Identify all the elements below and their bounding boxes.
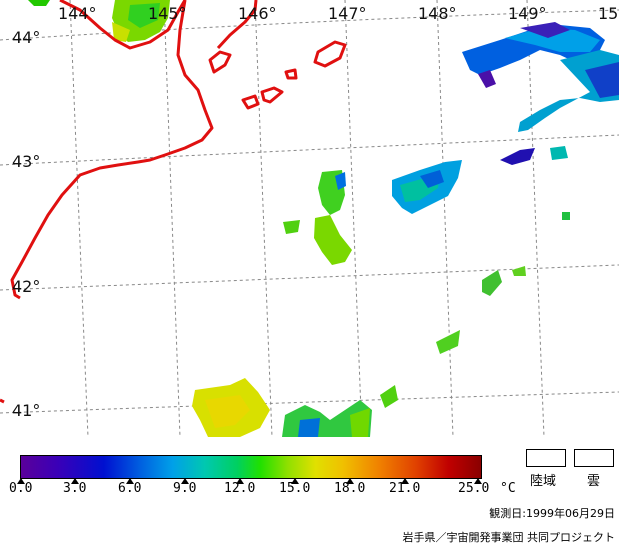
colorbar-label-12: 12.0 <box>224 481 256 496</box>
colorbar-tick <box>17 478 25 484</box>
observation-date: 観測日:1999年06月29日 <box>489 507 615 520</box>
land-legend-swatch <box>526 449 566 467</box>
cloud-legend-label: 雲 <box>587 474 601 489</box>
colorbar-tick <box>401 478 409 484</box>
latitude-grid <box>0 9 619 414</box>
colorbar-tick <box>71 478 79 484</box>
colorbar-label-9: 9.0 <box>173 481 197 496</box>
colorbar-label-0: 0.0 <box>9 481 33 496</box>
lon-label-148: 148° <box>418 4 457 23</box>
lat-label-43: 43° <box>12 152 41 171</box>
colorbar-label-6: 6.0 <box>118 481 142 496</box>
credit-text: 岩手県／宇宙開発事業団 共同プロジェクト <box>402 531 616 544</box>
colorbar-tick <box>181 478 189 484</box>
colorbar-label-15: 15.0 <box>279 481 311 496</box>
cloud-legend-swatch <box>574 449 614 467</box>
lon-label-146: 146° <box>238 4 277 23</box>
colorbar-tick <box>291 478 299 484</box>
lon-label-150: 15 <box>598 4 619 23</box>
colorbar-unit: °C <box>500 481 516 496</box>
colorbar-tick <box>346 478 354 484</box>
colorbar-tick <box>474 478 482 484</box>
longitude-grid <box>69 0 545 437</box>
lon-label-147: 147° <box>328 4 367 23</box>
land-legend-label: 陸域 <box>530 474 557 489</box>
sst-map <box>0 0 619 437</box>
sst-patches <box>28 0 619 437</box>
temperature-colorbar <box>20 455 482 479</box>
lat-label-44: 44° <box>12 28 41 47</box>
lat-label-42: 42° <box>12 277 41 296</box>
colorbar-label-18: 18.0 <box>334 481 366 496</box>
lat-label-41: 41° <box>12 401 41 420</box>
colorbar-label-21: 21.0 <box>389 481 421 496</box>
colorbar-tick <box>126 478 134 484</box>
colorbar-label-3: 3.0 <box>63 481 87 496</box>
lon-label-149: 149° <box>508 4 547 23</box>
lon-label-144: 144° <box>58 4 97 23</box>
lon-label-145: 145° <box>148 4 187 23</box>
colorbar-label-25: 25.0 <box>458 481 490 496</box>
colorbar-tick <box>236 478 244 484</box>
coastline <box>0 0 347 404</box>
